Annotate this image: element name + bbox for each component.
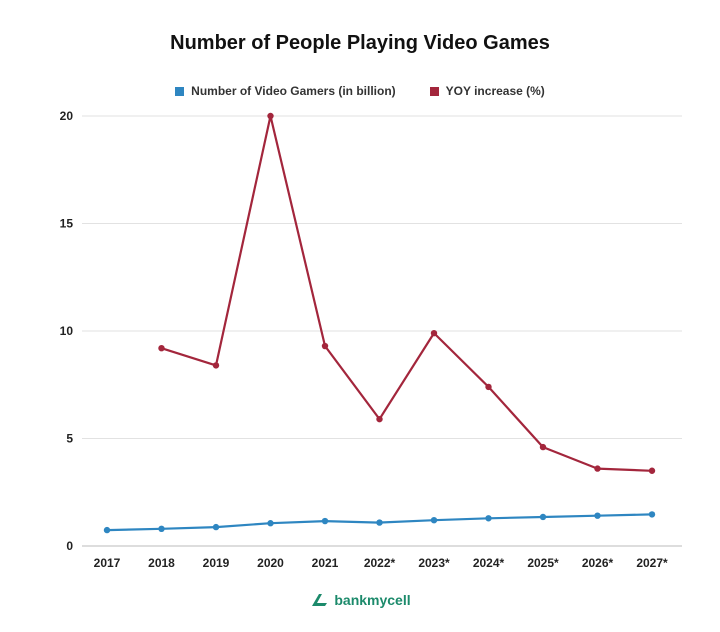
x-tick-label-2024-est: 2024* bbox=[473, 556, 505, 570]
logo-text: bankmycell bbox=[334, 592, 411, 608]
point-gamers-2018 bbox=[158, 525, 165, 532]
x-tick-label-2018: 2018 bbox=[148, 556, 175, 570]
point-gamers-2017 bbox=[103, 526, 111, 534]
y-tick-label-0: 0 bbox=[66, 539, 73, 553]
point-yoy-2020 bbox=[267, 112, 274, 120]
x-tick-label-2025-est: 2025* bbox=[527, 556, 559, 570]
x-tick-label-2020: 2020 bbox=[257, 556, 284, 570]
point-yoy-2023-est bbox=[430, 329, 438, 337]
y-tick-label-10: 10 bbox=[60, 324, 74, 338]
y-tick-label-20: 20 bbox=[60, 109, 74, 123]
chart-title: Number of People Playing Video Games bbox=[170, 32, 550, 54]
point-yoy-2022-est bbox=[376, 415, 383, 423]
x-tick-label-2021: 2021 bbox=[312, 556, 339, 570]
point-yoy-2018 bbox=[158, 345, 165, 352]
x-tick-label-2022-est: 2022* bbox=[364, 556, 396, 570]
x-tick-label-2023-est: 2023* bbox=[418, 556, 450, 570]
legend-item-yoy: YOY increase (%) bbox=[429, 84, 545, 98]
series-line-yoy bbox=[161, 114, 653, 472]
legend-swatch-gamers bbox=[175, 86, 185, 96]
point-gamers-2024-est bbox=[485, 515, 492, 522]
point-yoy-2024-est bbox=[485, 383, 492, 391]
point-gamers-2019 bbox=[212, 523, 220, 531]
point-yoy-2019 bbox=[212, 362, 220, 369]
x-tick-label-2017: 2017 bbox=[94, 556, 121, 570]
point-gamers-2022-est bbox=[376, 519, 383, 526]
point-gamers-2026-est bbox=[594, 512, 601, 519]
point-gamers-2021 bbox=[321, 517, 329, 525]
point-gamers-2025-est bbox=[539, 513, 547, 521]
legend-label-gamers: Number of Video Gamers (in billion) bbox=[191, 84, 396, 98]
point-yoy-2027-est bbox=[648, 467, 656, 474]
legend-item-gamers: Number of Video Gamers (in billion) bbox=[175, 84, 396, 98]
y-tick-label-15: 15 bbox=[60, 217, 74, 231]
x-tick-label-2019: 2019 bbox=[203, 556, 230, 570]
point-yoy-2021 bbox=[321, 342, 329, 350]
legend: Number of Video Gamers (in billion) YOY … bbox=[0, 84, 720, 98]
legend-label-yoy: YOY increase (%) bbox=[445, 84, 545, 98]
point-gamers-2020 bbox=[267, 520, 274, 527]
logo-mark-icon bbox=[312, 594, 328, 606]
point-gamers-2023-est bbox=[430, 517, 438, 524]
legend-swatch-yoy bbox=[429, 86, 439, 96]
x-tick-label-2027-est: 2027* bbox=[636, 556, 668, 570]
point-yoy-2026-est bbox=[594, 465, 601, 472]
point-gamers-2027-est bbox=[648, 511, 656, 518]
bankmycell-logo: bankmycell bbox=[0, 591, 720, 609]
y-tick-label-5: 5 bbox=[66, 432, 73, 446]
point-yoy-2025-est bbox=[539, 443, 547, 451]
x-tick-label-2026-est: 2026* bbox=[582, 556, 614, 570]
